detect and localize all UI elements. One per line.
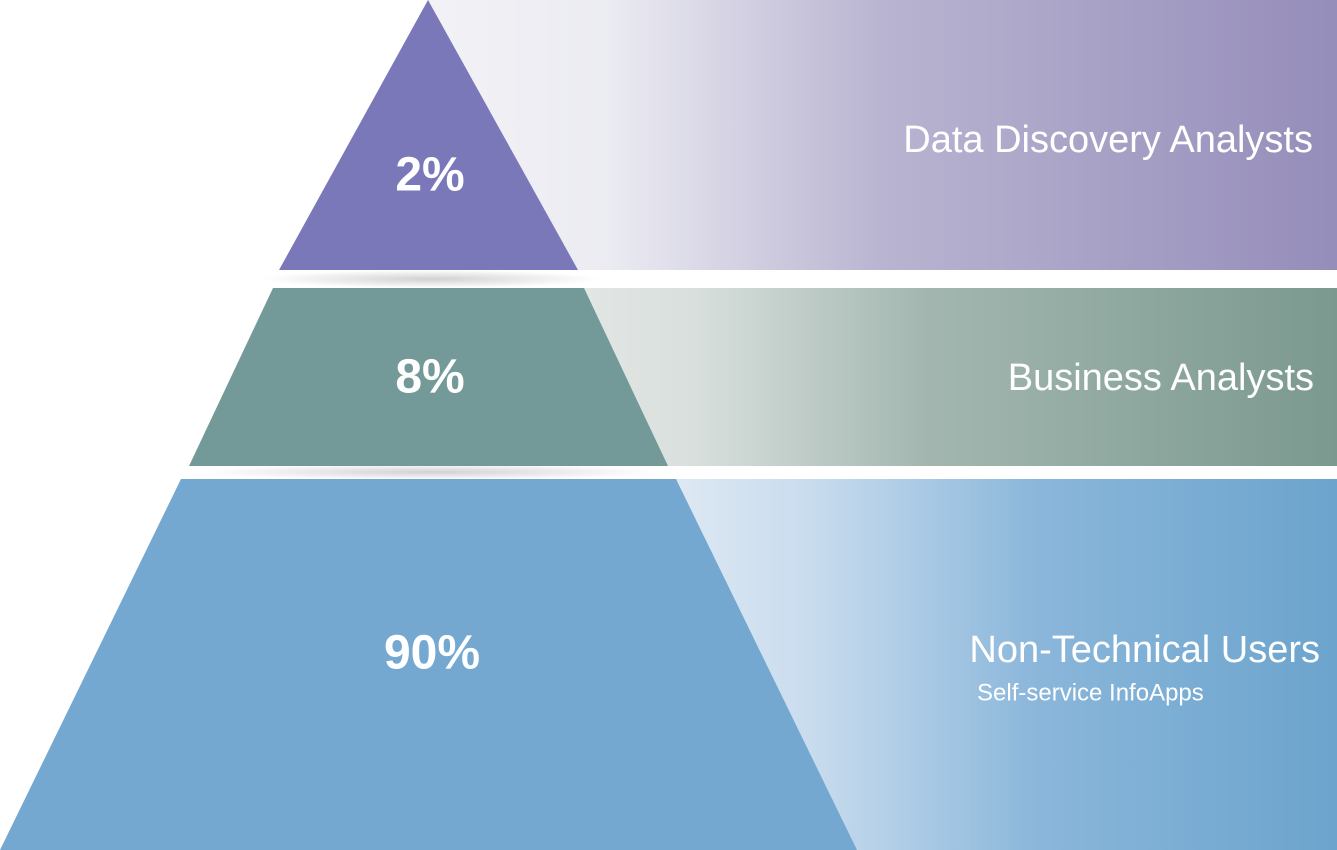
- tier-band: [584, 288, 1337, 466]
- tier-label: Non-Technical Users: [969, 629, 1320, 671]
- tier-percent: 8%: [395, 351, 464, 404]
- tier-label: Business Analysts: [1008, 357, 1314, 399]
- shadow: [260, 270, 600, 288]
- pyramid-tier: [279, 0, 578, 270]
- tier-band: [428, 0, 1337, 270]
- tier-percent: 2%: [395, 149, 464, 202]
- tier-label: Data Discovery Analysts: [903, 119, 1313, 161]
- tier-percent: 90%: [384, 627, 480, 680]
- shadow: [200, 464, 660, 480]
- pyramid-tier: [189, 288, 668, 466]
- tier-sublabel: Self-service InfoApps: [977, 679, 1204, 706]
- pyramid-tier: [0, 479, 857, 850]
